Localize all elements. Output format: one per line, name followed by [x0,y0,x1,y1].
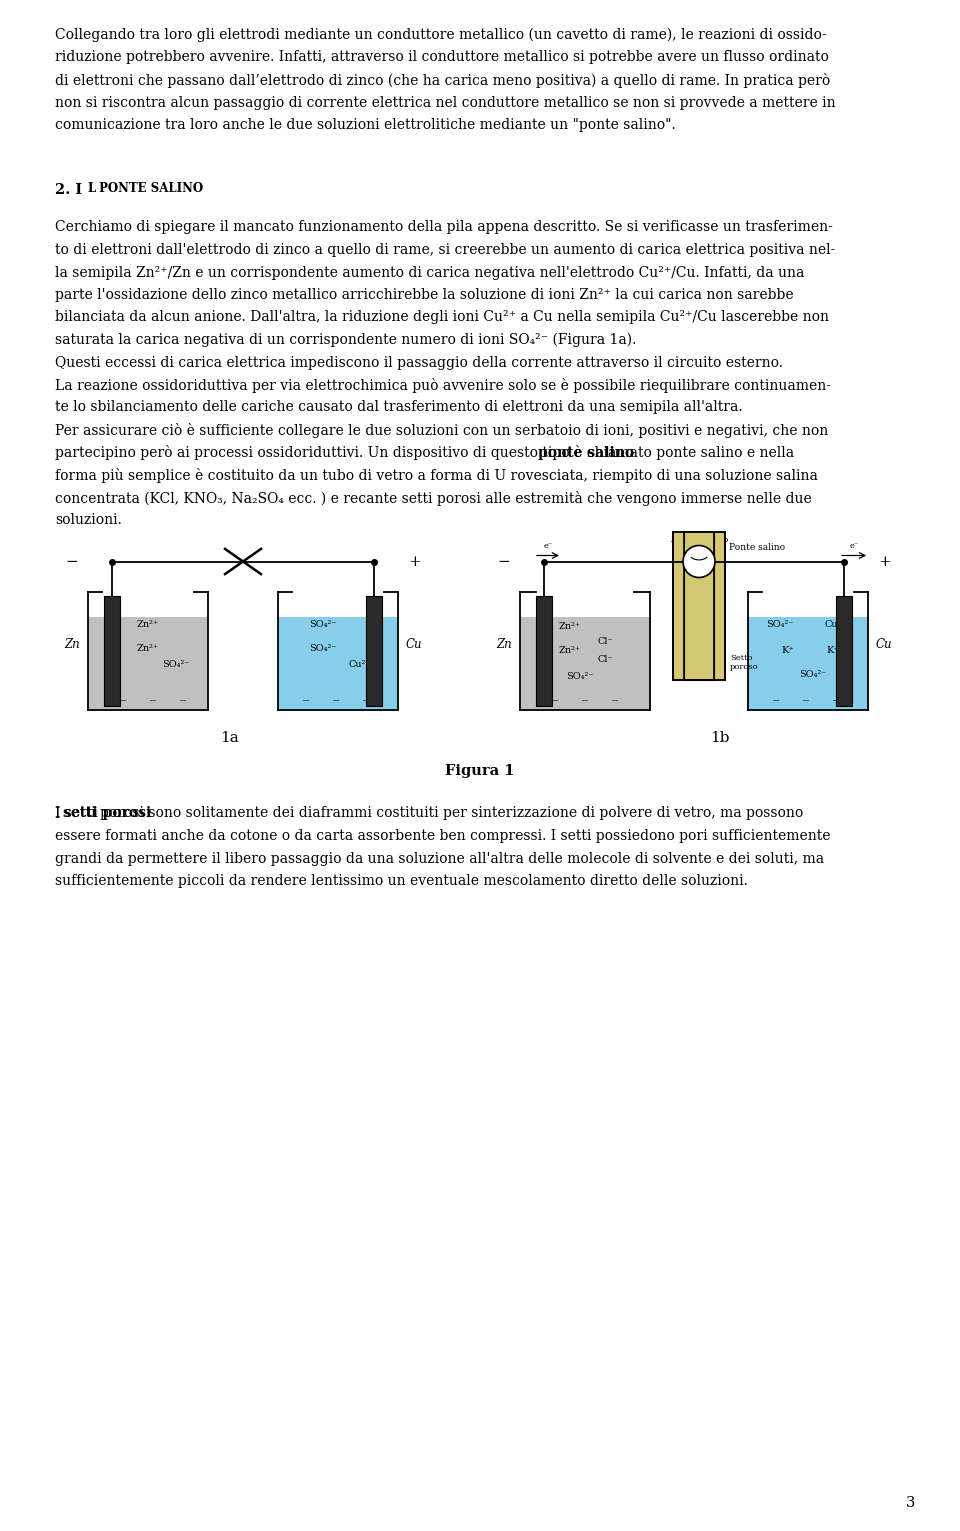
Text: 1b: 1b [710,732,730,746]
Text: −: − [611,697,619,706]
Text: −: − [302,697,310,706]
Text: −: − [65,554,78,568]
Text: saturata la carica negativa di un corrispondente numero di ioni SO₄²⁻ (Figura 1a: saturata la carica negativa di un corris… [55,334,636,348]
Bar [520,617,650,709]
Text: SO₄²⁻: SO₄²⁻ [766,620,794,629]
Text: +: + [408,554,420,568]
Text: −: − [179,697,187,706]
Bar [836,596,852,706]
Bar [366,596,382,706]
Text: −: − [551,697,559,706]
Text: comunicazione tra loro anche le due soluzioni elettrolitiche mediante un "ponte : comunicazione tra loro anche le due solu… [55,118,676,132]
Text: Zn²⁺: Zn²⁺ [137,643,159,652]
Text: riduzione potrebbero avvenire. Infatti, attraverso il conduttore metallico si po: riduzione potrebbero avvenire. Infatti, … [55,51,828,64]
Text: Setto
poroso: Setto poroso [730,654,758,671]
Text: K⁺: K⁺ [781,646,794,655]
Text: −: − [832,697,840,706]
Bar [88,617,208,709]
Text: −: − [332,697,340,706]
Text: di elettroni che passano dall’elettrodo di zinco (che ha carica meno positiva) a: di elettroni che passano dall’elettrodo … [55,73,830,87]
Text: Zn²⁺: Zn²⁺ [559,646,581,655]
Text: SO₄²⁻: SO₄²⁻ [162,660,190,669]
Text: Zn: Zn [496,638,512,651]
Text: Zn²⁺: Zn²⁺ [137,620,159,629]
Text: Amperometro: Amperometro [670,536,728,544]
Text: sufficientemente piccoli da rendere lentissimo un eventuale mescolamento diretto: sufficientemente piccoli da rendere lent… [55,874,748,888]
Text: essere formati anche da cotone o da carta assorbente ben compressi. I setti poss: essere formati anche da cotone o da cart… [55,828,830,844]
Bar [748,617,868,709]
Text: SO₄²⁻: SO₄²⁻ [309,643,337,652]
Bar [673,531,725,680]
Bar [104,596,120,706]
Text: Ponte salino: Ponte salino [729,544,785,553]
Text: Cu²⁺: Cu²⁺ [348,660,372,669]
Text: −: − [802,697,810,706]
Text: setti porosi: setti porosi [63,807,152,821]
Text: Cl⁻: Cl⁻ [597,655,612,664]
Text: −: − [119,697,127,706]
Text: PONTE SALINO: PONTE SALINO [95,182,204,196]
Text: Cerchiamo di spiegare il mancato funzionamento della pila appena descritto. Se s: Cerchiamo di spiegare il mancato funzion… [55,220,833,234]
Text: Zn²⁺: Zn²⁺ [559,623,581,631]
Text: SO₄²⁻: SO₄²⁻ [800,669,827,678]
Text: K⁺: K⁺ [827,646,839,655]
Text: +: + [878,554,891,568]
Text: to di elettroni dall'elettrodo di zinco a quello di rame, si creerebbe un aument: to di elettroni dall'elettrodo di zinco … [55,243,835,257]
Bar [278,617,398,709]
Text: grandi da permettere il libero passaggio da una soluzione all'altra delle moleco: grandi da permettere il libero passaggio… [55,851,824,865]
Text: partecipino però ai processi ossidoriduttivi. Un dispositivo di questo tipo è ch: partecipino però ai processi ossidoridut… [55,446,794,461]
Text: ponte salino: ponte salino [538,446,634,459]
Text: e⁻: e⁻ [850,542,858,550]
Text: I setti porosi sono solitamente dei diaframmi costituiti per sinterizzazione di : I setti porosi sono solitamente dei diaf… [55,807,804,821]
Text: SO₄²⁻: SO₄²⁻ [566,672,593,681]
Text: −: − [362,697,370,706]
Text: te lo sbilanciamento delle cariche causato dal trasferimento di elettroni da una: te lo sbilanciamento delle cariche causa… [55,401,743,415]
Text: Questi eccessi di carica elettrica impediscono il passaggio della corrente attra: Questi eccessi di carica elettrica imped… [55,355,783,369]
Circle shape [683,545,715,577]
Text: −: − [581,697,589,706]
Text: −: − [149,697,157,706]
Text: concentrata (KCl, KNO₃, Na₂SO₄ ecc. ) e recante setti porosi alle estremità che : concentrata (KCl, KNO₃, Na₂SO₄ ecc. ) e … [55,490,812,505]
Text: I: I [55,807,64,821]
Text: L: L [87,182,95,196]
Text: Cl⁻: Cl⁻ [597,637,612,646]
Text: 3: 3 [905,1496,915,1510]
Text: non si riscontra alcun passaggio di corrente elettrica nel conduttore metallico : non si riscontra alcun passaggio di corr… [55,95,835,110]
Text: KCl 3 M: KCl 3 M [684,594,714,602]
Text: 2. I: 2. I [55,182,83,196]
Text: Per assicurare ciò è sufficiente collegare le due soluzioni con un serbatoio di : Per assicurare ciò è sufficiente collega… [55,423,828,438]
Text: 1a: 1a [221,732,239,746]
Text: soluzioni.: soluzioni. [55,513,122,527]
Text: SO₄²⁻: SO₄²⁻ [309,620,337,629]
Text: la semipila Zn²⁺/Zn e un corrispondente aumento di carica negativa nell'elettrod: la semipila Zn²⁺/Zn e un corrispondente … [55,265,804,280]
Text: parte l'ossidazione dello zinco metallico arricchirebbe la soluzione di ioni Zn²: parte l'ossidazione dello zinco metallic… [55,288,794,302]
Text: forma più semplice è costituito da un tubo di vetro a forma di U rovesciata, rie: forma più semplice è costituito da un tu… [55,468,818,482]
Text: e⁻: e⁻ [543,542,553,550]
Text: Cu²⁺: Cu²⁺ [825,620,848,629]
Bar [536,596,552,706]
Text: Zn: Zn [64,638,80,651]
Text: Cu: Cu [406,638,422,651]
Text: −: − [497,554,510,568]
Text: Figura 1: Figura 1 [445,764,515,778]
Text: La reazione ossidoriduttiva per via elettrochimica può avvenire solo se è possib: La reazione ossidoriduttiva per via elet… [55,378,831,393]
Text: −: − [772,697,780,706]
Text: Collegando tra loro gli elettrodi mediante un conduttore metallico (un cavetto d: Collegando tra loro gli elettrodi median… [55,28,827,43]
Text: bilanciata da alcun anione. Dall'altra, la riduzione degli ioni Cu²⁺ a Cu nella : bilanciata da alcun anione. Dall'altra, … [55,311,829,325]
Text: Cu: Cu [876,638,893,651]
